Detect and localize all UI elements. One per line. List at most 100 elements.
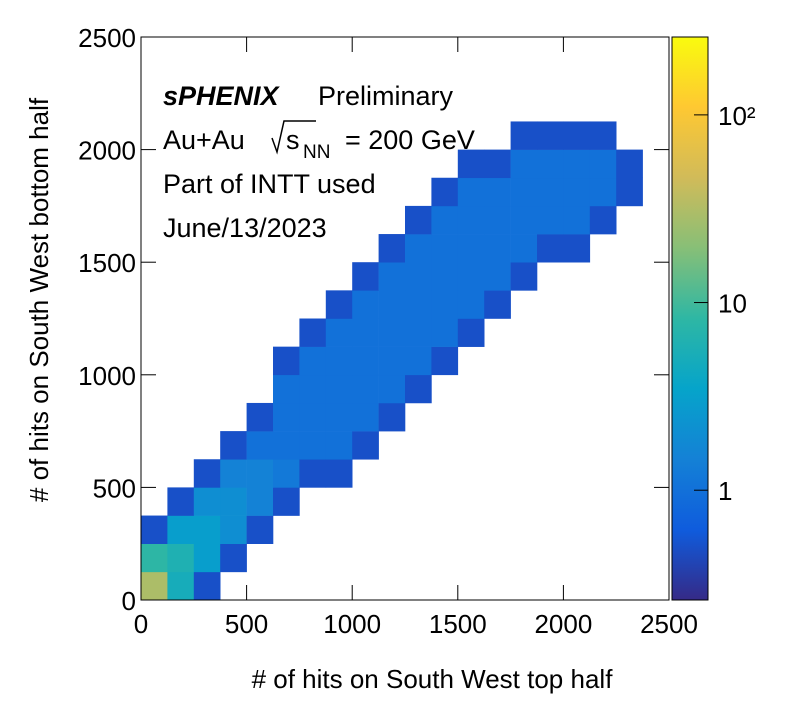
heatmap-cell bbox=[378, 346, 406, 376]
heatmap-cell bbox=[352, 318, 379, 347]
heatmap-cell bbox=[457, 205, 485, 235]
heatmap-cell bbox=[589, 121, 617, 150]
heatmap-cell bbox=[563, 121, 591, 150]
heatmap-cell bbox=[378, 290, 406, 319]
heatmap-cell bbox=[457, 177, 485, 207]
heatmap-cell bbox=[484, 234, 511, 263]
heatmap-cell bbox=[431, 234, 459, 263]
heatmap-cell bbox=[431, 205, 459, 235]
heatmap-cell bbox=[299, 402, 327, 432]
x-tick-label: 1500 bbox=[429, 609, 487, 639]
heatmap-cell bbox=[193, 543, 221, 573]
radical bbox=[271, 120, 316, 155]
heatmap-cell bbox=[193, 459, 221, 488]
heatmap-cell bbox=[325, 346, 353, 376]
y-tick-label: 0 bbox=[122, 586, 136, 616]
color-bar-tick-label: 10 bbox=[718, 289, 747, 319]
heatmap-cell bbox=[405, 290, 432, 319]
heatmap-cell bbox=[431, 262, 459, 291]
annotation: NN bbox=[303, 142, 330, 163]
plot-frame bbox=[140, 36, 670, 601]
heatmap-cell bbox=[246, 515, 274, 544]
heatmap-cell bbox=[563, 205, 591, 235]
y-tick-label: 2500 bbox=[78, 23, 136, 53]
heatmap-cell bbox=[510, 205, 538, 235]
heatmap-cell bbox=[352, 346, 379, 376]
heatmap-cell bbox=[246, 431, 274, 460]
heatmap-cell bbox=[510, 121, 538, 150]
heatmap-cell bbox=[325, 374, 353, 404]
heatmap-cell bbox=[299, 318, 327, 347]
heatmap-cell bbox=[193, 515, 221, 544]
heatmap-cell bbox=[352, 262, 379, 291]
heatmap-cell bbox=[141, 515, 168, 544]
annotation: Preliminary bbox=[318, 81, 454, 111]
heatmap-cell bbox=[431, 318, 459, 347]
heatmap-cell bbox=[246, 402, 274, 432]
heatmap-cell bbox=[431, 290, 459, 319]
heatmap-cell bbox=[484, 149, 511, 179]
annotation: June/13/2023 bbox=[163, 213, 327, 243]
heatmap-cell bbox=[220, 459, 247, 488]
heatmap-cell bbox=[246, 487, 274, 516]
heatmap-cell bbox=[352, 402, 379, 432]
heatmap-cell bbox=[405, 262, 432, 291]
heatmap-cell bbox=[537, 234, 564, 263]
heatmap-cell bbox=[457, 318, 485, 347]
y-axis-label: # of hits on South West bottom half bbox=[24, 97, 54, 502]
heatmap-cell bbox=[167, 515, 195, 544]
heatmap-cell bbox=[273, 459, 300, 488]
heatmap-cell bbox=[273, 431, 300, 460]
heatmap-cell bbox=[220, 543, 247, 573]
heatmap-cell bbox=[193, 571, 221, 601]
heatmap-cell bbox=[405, 234, 432, 263]
annotation: sPHENIX bbox=[163, 81, 281, 111]
annotation: = 200 GeV bbox=[345, 125, 475, 155]
x-tick-label: 1000 bbox=[323, 609, 381, 639]
heatmap-cell bbox=[167, 487, 195, 516]
annotation: Part of INTT used bbox=[163, 169, 376, 199]
y-tick-label: 500 bbox=[93, 473, 136, 503]
heatmap-cell bbox=[378, 318, 406, 347]
heatmap-cell bbox=[589, 149, 617, 179]
heatmap-cell bbox=[563, 177, 591, 207]
heatmap-cell bbox=[325, 402, 353, 432]
heatmap-cell bbox=[431, 346, 459, 376]
heatmap-cell bbox=[537, 121, 564, 150]
heatmap-cell bbox=[510, 262, 538, 291]
heatmap-cell bbox=[484, 262, 511, 291]
heatmap-cell bbox=[325, 318, 353, 347]
heatmap-cell bbox=[431, 177, 459, 207]
heatmap-cell bbox=[299, 459, 327, 488]
heatmap-cell bbox=[616, 177, 643, 207]
heatmap-cell bbox=[273, 374, 300, 404]
heatmap-cell bbox=[537, 149, 564, 179]
heatmap-cell bbox=[405, 205, 432, 235]
y-tick-label: 1500 bbox=[78, 248, 136, 278]
heatmap-cell bbox=[484, 205, 511, 235]
x-axis-label: # of hits on South West top half bbox=[252, 664, 614, 694]
annotation: s bbox=[286, 125, 300, 155]
heatmap-cell bbox=[193, 487, 221, 516]
heatmap-cell bbox=[457, 262, 485, 291]
heatmap-cell bbox=[537, 177, 564, 207]
heatmap-cell bbox=[378, 234, 406, 263]
heatmap-cell bbox=[167, 571, 195, 601]
heatmap-cell bbox=[273, 402, 300, 432]
annotation: Au+Au bbox=[163, 125, 245, 155]
heatmap-cell bbox=[510, 177, 538, 207]
heatmap-cell bbox=[616, 149, 643, 179]
heatmap-cell bbox=[484, 177, 511, 207]
heatmap-cell bbox=[405, 318, 432, 347]
heatmap-cell bbox=[220, 515, 247, 544]
heatmap-cell bbox=[299, 374, 327, 404]
color-bar-tick-label: 1 bbox=[718, 476, 732, 506]
heatmap-cell bbox=[537, 205, 564, 235]
y-tick-label: 1000 bbox=[78, 361, 136, 391]
heatmap-cell bbox=[484, 290, 511, 319]
heatmap-cell bbox=[141, 543, 168, 573]
heatmap-cell bbox=[457, 290, 485, 319]
heatmap-cell bbox=[589, 205, 617, 235]
heatmap-cell bbox=[352, 374, 379, 404]
heatmap-cell bbox=[510, 149, 538, 179]
